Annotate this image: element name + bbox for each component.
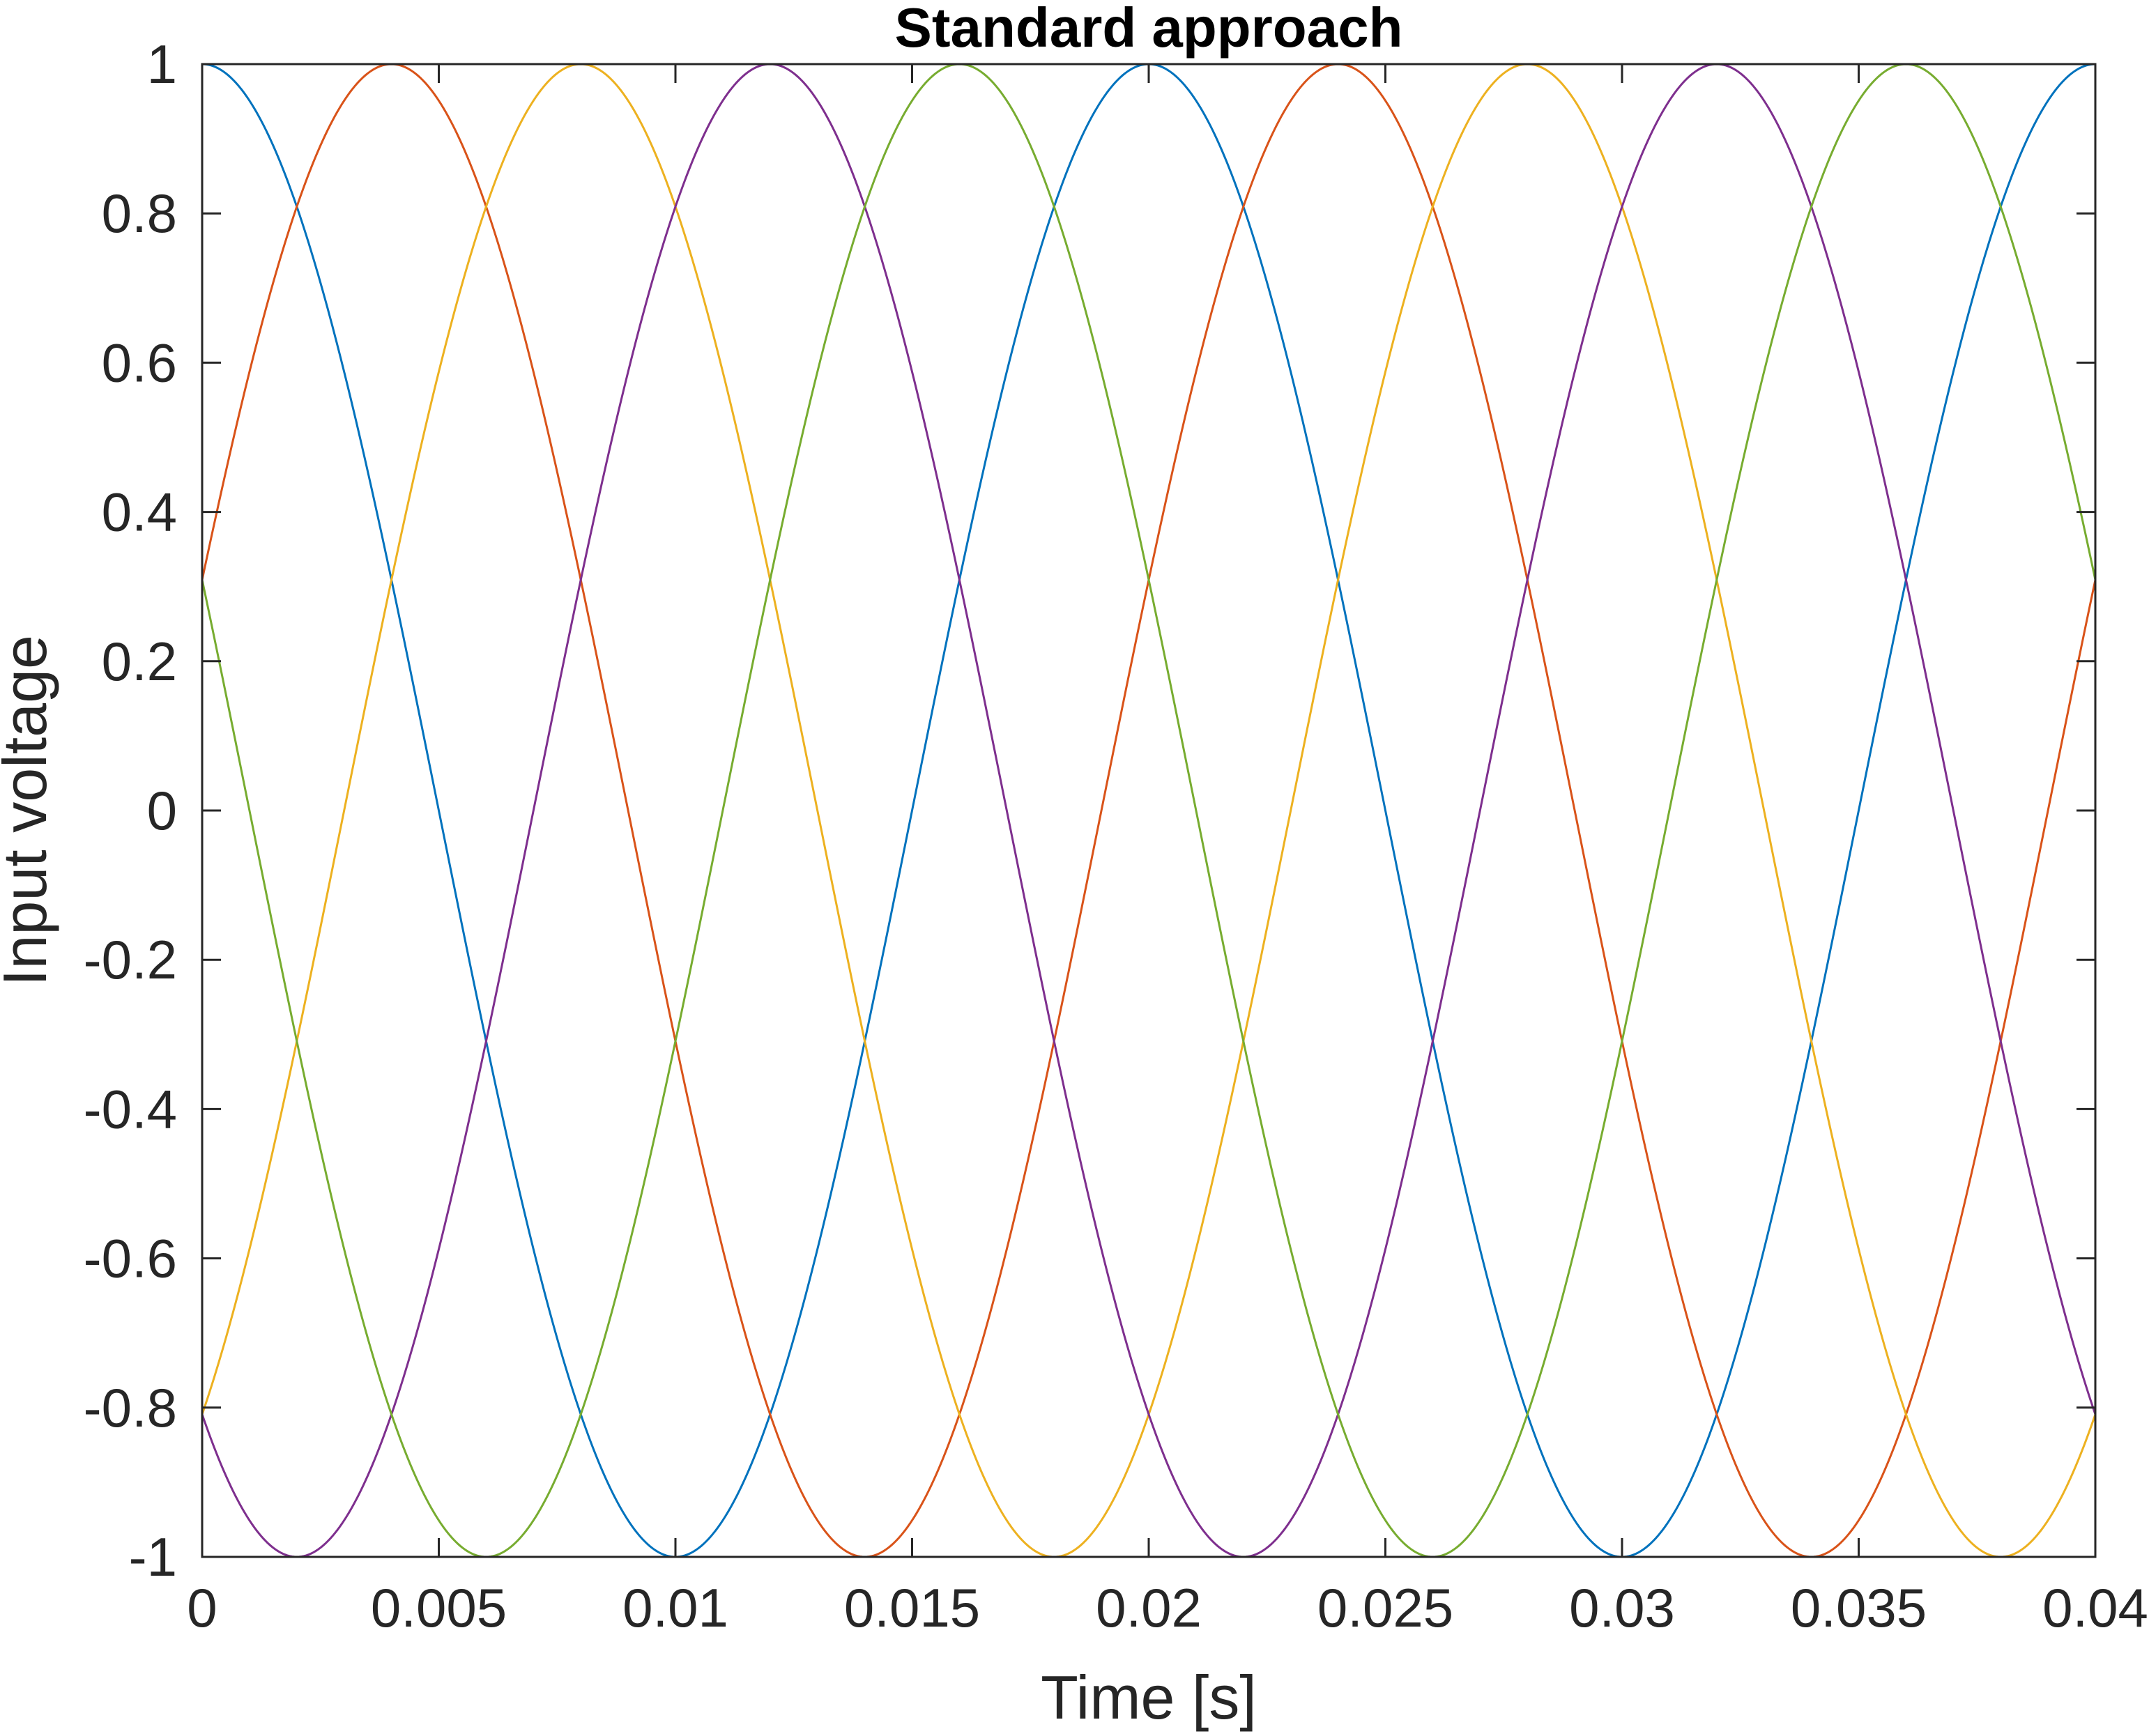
x-tick-label: 0.035: [1791, 1577, 1927, 1638]
x-tick-label: 0.03: [1569, 1577, 1675, 1638]
x-tick-label: 0.025: [1317, 1577, 1453, 1638]
x-tick-label: 0.04: [2042, 1577, 2148, 1638]
x-axis-ticks: 0 0.005 0.01 0.015 0.02 0.025 0.03 0.035 0.04: [187, 64, 2148, 1638]
x-tick-label: 0.015: [844, 1577, 980, 1638]
y-tick-label: 0.6: [102, 332, 177, 393]
x-tick-label: 0.02: [1096, 1577, 1202, 1638]
y-tick-label: 0.4: [102, 482, 177, 543]
x-tick-label: 0: [187, 1577, 217, 1638]
y-tick-label: 0.8: [102, 183, 177, 244]
y-tick-label: 0.2: [102, 631, 177, 692]
y-tick-label: 0: [147, 780, 177, 841]
y-tick-label: -0.2: [84, 929, 177, 990]
y-tick-label: -0.4: [84, 1078, 177, 1139]
y-axis-ticks: 1 0.8 0.6 0.4 0.2 0 -0.2 -0.4 -0.6 -0.8 -1: [84, 33, 2095, 1588]
series-line-5: [201, 63, 2097, 1558]
chart-title: Standard approach: [894, 0, 1402, 59]
series-lines: [201, 63, 2097, 1558]
y-tick-label: -1: [129, 1526, 177, 1588]
y-tick-label: 1: [147, 33, 177, 95]
series-line-4: [201, 63, 2097, 1558]
x-tick-label: 0.005: [371, 1577, 507, 1638]
y-tick-label: -0.6: [84, 1228, 177, 1289]
x-axis-label: Time [s]: [1041, 1663, 1257, 1732]
y-tick-label: -0.8: [84, 1377, 177, 1438]
plot-area-frame: [201, 63, 2097, 1558]
x-tick-label: 0.01: [622, 1577, 728, 1638]
y-axis-label: Input voltage: [0, 635, 59, 986]
